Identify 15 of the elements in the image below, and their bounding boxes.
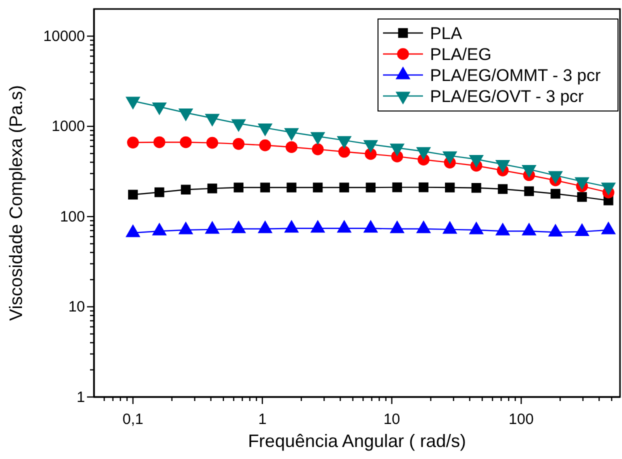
y-tick-label: 1000 (52, 118, 85, 136)
legend-label: PLA (430, 24, 463, 43)
x-axis-title: Frequência Angular ( rad/s) (248, 431, 466, 451)
y-tick-label: 10000 (43, 28, 85, 45)
y-axis-title: Viscosidade Complexa (Pa.s) (6, 85, 26, 321)
x-tick-label: 100 (508, 411, 534, 428)
x-tick-label: 1 (258, 411, 267, 428)
y-tick-label: 1 (76, 388, 85, 406)
legend-label: PLA/EG (430, 45, 492, 64)
x-tick-label: 10 (383, 411, 400, 428)
y-tick-label: 10 (68, 298, 85, 316)
y-tick-label: 100 (60, 208, 85, 226)
x-tick-label: 0,1 (122, 411, 144, 428)
legend-label: PLA/EG/OMMT - 3 pcr (430, 66, 602, 85)
legend-label: PLA/EG/OVT - 3 pcr (430, 87, 584, 106)
